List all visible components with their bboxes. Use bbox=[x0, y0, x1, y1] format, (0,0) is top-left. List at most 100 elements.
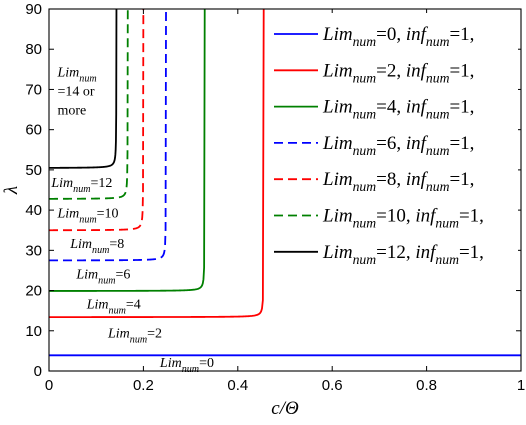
y-tick-label-2: 20 bbox=[25, 283, 42, 300]
annotation-lim14-line-2: more bbox=[57, 104, 86, 119]
plot-frame bbox=[48, 8, 522, 372]
legend-entry-3-part-5: =1, bbox=[449, 133, 474, 154]
legend-entry-6-part-1: num bbox=[353, 252, 377, 267]
legend: Limnum=0, infnum=1,Limnum=2, infnum=1,Li… bbox=[266, 13, 518, 267]
axes bbox=[48, 8, 522, 372]
y-tick-label-0: 0 bbox=[34, 363, 42, 380]
legend-entry-2-part-1: num bbox=[353, 107, 377, 122]
legend-entry-4-part-2: =8, bbox=[376, 169, 406, 190]
legend-entry-4-part-0: Lim bbox=[322, 169, 353, 190]
annotation-lim4: Limnum=4 bbox=[86, 297, 141, 316]
x-tick-label-1: 0.2 bbox=[133, 377, 154, 394]
legend-box bbox=[266, 13, 518, 267]
legend-entry-5-part-2: =10, bbox=[376, 206, 415, 227]
legend-entry-1-part-1: num bbox=[353, 70, 377, 85]
y-tick-label-9: 90 bbox=[25, 1, 42, 18]
legend-entry-4-part-5: =1, bbox=[449, 169, 474, 190]
x-tick-label-2: 0.4 bbox=[227, 377, 248, 394]
annotation-lim0: Limnum=0 bbox=[159, 356, 214, 375]
y-tick-label-4: 40 bbox=[25, 202, 42, 219]
annotation-lim12-rest: =12 bbox=[91, 176, 113, 191]
legend-entry-4-part-3: inf bbox=[406, 169, 429, 190]
legend-entry-6-part-2: =12, bbox=[376, 242, 415, 263]
legend-entry-6-part-4: num bbox=[435, 252, 459, 267]
annotation-lim6-rest: =6 bbox=[116, 267, 131, 282]
annotation-lim14-line-2-rest: more bbox=[57, 104, 86, 119]
legend-entry-1-part-2: =2, bbox=[376, 60, 406, 81]
annotation-lim2: Limnum=2 bbox=[107, 327, 162, 346]
legend-entry-3-part-0: Lim bbox=[322, 133, 353, 154]
annotation-lim8-main: Lim bbox=[69, 237, 92, 252]
series-line-4 bbox=[49, 9, 145, 232]
legend-entry-4-part-4: num bbox=[426, 179, 450, 194]
legend-entry-0-part-1: num bbox=[353, 34, 377, 49]
legend-entry-5-part-4: num bbox=[435, 216, 459, 231]
legend-entry-1-part-0: Lim bbox=[322, 60, 353, 81]
series-layer bbox=[49, 9, 521, 357]
legend-entry-5-part-0: Lim bbox=[322, 206, 353, 227]
x-tick-label-5: 1 bbox=[517, 377, 525, 394]
y-tick-label-6: 60 bbox=[25, 122, 42, 139]
annotation-lim14-line-1-rest: =14 or bbox=[57, 85, 94, 100]
annotation-lim14-line-0-subscript: num bbox=[79, 74, 96, 85]
annotation-lim8: Limnum=8 bbox=[69, 237, 124, 256]
x-axis-label: c/Θ bbox=[271, 398, 299, 419]
series-line-6 bbox=[49, 9, 118, 169]
legend-entry-2-part-4: num bbox=[426, 107, 450, 122]
annotation-layer: Limnum=0Limnum=2Limnum=4Limnum=6Limnum=8… bbox=[50, 66, 214, 375]
y-tick-label-8: 80 bbox=[25, 41, 42, 58]
legend-entry-1-part-3: inf bbox=[406, 60, 429, 81]
legend-entry-2-part-3: inf bbox=[406, 97, 429, 118]
y-tick-label-1: 10 bbox=[25, 323, 42, 340]
annotation-lim10-main: Lim bbox=[56, 206, 79, 221]
legend-entry-0-part-4: num bbox=[426, 34, 450, 49]
legend-entry-4: Limnum=8, infnum=1, bbox=[322, 169, 474, 194]
annotation-lim8-rest: =8 bbox=[109, 237, 124, 252]
legend-entry-5-part-5: =1, bbox=[459, 206, 484, 227]
series-line-2 bbox=[49, 9, 206, 292]
annotation-lim10: Limnum=10 bbox=[56, 206, 118, 225]
annotation-lim8-subscript: num bbox=[92, 245, 109, 256]
x-tick-label-4: 0.8 bbox=[416, 377, 437, 394]
legend-entry-5-part-3: inf bbox=[415, 206, 438, 227]
legend-entry-5-part-1: num bbox=[353, 216, 377, 231]
annotation-lim14-line-1: =14 or bbox=[57, 85, 94, 100]
legend-entry-1-part-5: =1, bbox=[449, 60, 474, 81]
legend-entry-6-part-3: inf bbox=[415, 242, 438, 263]
legend-entry-0-part-0: Lim bbox=[322, 24, 353, 45]
y-tick-label-5: 50 bbox=[25, 162, 42, 179]
x-tick-label-0: 0 bbox=[45, 377, 53, 394]
legend-entry-0: Limnum=0, infnum=1, bbox=[322, 24, 474, 49]
legend-entry-2-part-0: Lim bbox=[322, 97, 353, 118]
annotation-lim2-subscript: num bbox=[130, 335, 147, 346]
annotation-lim0-rest: =0 bbox=[199, 356, 214, 371]
series-line-3 bbox=[49, 9, 167, 262]
annotation-lim12-subscript: num bbox=[73, 184, 90, 195]
y-tick-label-7: 70 bbox=[25, 81, 42, 98]
legend-entry-3: Limnum=6, infnum=1, bbox=[322, 133, 474, 158]
annotation-lim0-subscript: num bbox=[182, 364, 199, 375]
annotation-lim0-main: Lim bbox=[159, 356, 182, 371]
legend-entry-2: Limnum=4, infnum=1, bbox=[322, 97, 474, 122]
annotation-lim2-rest: =2 bbox=[147, 327, 162, 342]
annotation-lim4-main: Lim bbox=[86, 297, 109, 312]
legend-entry-1: Limnum=2, infnum=1, bbox=[322, 60, 474, 85]
annotation-lim4-subscript: num bbox=[109, 305, 126, 316]
annotation-lim6-subscript: num bbox=[98, 275, 115, 286]
legend-entry-4-part-1: num bbox=[353, 179, 377, 194]
legend-entry-3-part-1: num bbox=[353, 143, 377, 158]
annotation-lim2-main: Lim bbox=[107, 327, 130, 342]
y-tick-label-3: 30 bbox=[25, 242, 42, 259]
annotation-lim4-rest: =4 bbox=[126, 297, 141, 312]
legend-entry-1-part-4: num bbox=[426, 70, 450, 85]
legend-entry-3-part-2: =6, bbox=[376, 133, 406, 154]
annotation-lim14-line-0-main: Lim bbox=[56, 66, 79, 81]
legend-entry-0-part-3: inf bbox=[406, 24, 429, 45]
x-tick-label-3: 0.6 bbox=[322, 377, 343, 394]
legend-entry-3-part-3: inf bbox=[406, 133, 429, 154]
annotation-lim14-line-0: Limnum bbox=[56, 66, 96, 85]
annotation-lim6: Limnum=6 bbox=[75, 267, 130, 286]
legend-entry-2-part-5: =1, bbox=[449, 97, 474, 118]
